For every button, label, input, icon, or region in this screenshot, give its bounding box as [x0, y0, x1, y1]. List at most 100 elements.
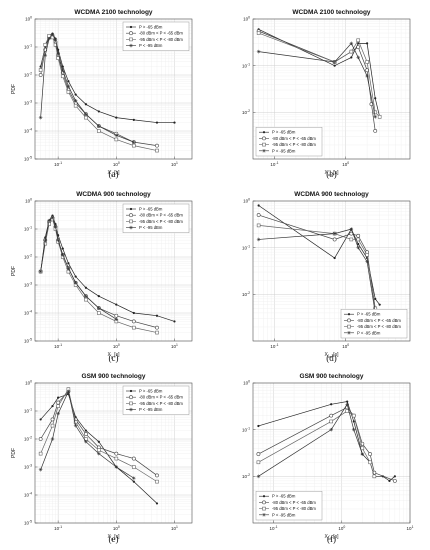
x-tick-label: 100	[113, 161, 120, 167]
data-point	[132, 465, 136, 469]
data-point	[356, 55, 361, 60]
data-point	[47, 218, 51, 223]
y-tick-label: 10-3	[24, 464, 32, 470]
x-tick-label: 101	[407, 525, 414, 531]
data-point	[262, 142, 266, 147]
chart-panel-d: 10-1 100 10-2 10-1 100 WCDMA 900 technology Xo…	[242, 191, 411, 363]
data-point	[329, 413, 334, 418]
y-tick-label: 10-2	[242, 109, 250, 115]
legend-entry-label: P < -95 dBm	[139, 225, 163, 230]
y-tick-label: 10-2	[24, 436, 32, 442]
data-point	[347, 324, 351, 329]
data-point	[43, 241, 48, 246]
y-tick-label: 10-2	[24, 254, 32, 260]
legend-entry-label: P < -95 dBm	[139, 407, 163, 412]
data-point	[356, 233, 361, 238]
data-point	[356, 245, 361, 250]
data-point	[38, 451, 43, 456]
x-tick-label: 101	[171, 525, 178, 531]
legend: P > -65 dBm-80 dBm < P < -65 dBm-95 dBm …	[255, 491, 323, 521]
y-axis-label: PDF	[11, 448, 17, 458]
x-axis-unit: [s]	[332, 170, 339, 176]
data-point	[373, 110, 378, 115]
x-tick-label: 10-1	[54, 343, 62, 349]
data-point	[329, 419, 334, 424]
x-tick-label: 101	[171, 343, 178, 349]
x-tick-exponent: 0	[347, 161, 349, 165]
x-tick-exponent: 0	[118, 161, 120, 165]
data-point	[84, 439, 88, 444]
y-tick-label: 100	[25, 198, 32, 204]
legend-entry-label: -80 dBm < P < -65 dBm	[272, 136, 316, 141]
y-tick-exponent: -5	[29, 338, 32, 342]
x-tick-exponent: 1	[176, 161, 178, 165]
data-point	[346, 400, 349, 403]
y-tick-label: 10-2	[242, 473, 250, 479]
data-point	[257, 424, 260, 428]
data-point	[84, 115, 88, 120]
y-tick-label: 10-1	[24, 44, 32, 50]
data-point	[155, 502, 159, 505]
y-tick-label: 10-3	[24, 282, 32, 288]
data-point	[350, 56, 353, 59]
y-tick-label: 10-5	[24, 156, 32, 162]
data-point	[114, 465, 119, 469]
x-axis-label: Xp [s]	[107, 534, 120, 541]
data-point	[155, 143, 159, 148]
data-point	[73, 280, 78, 285]
data-point	[262, 495, 266, 498]
data-point	[360, 452, 365, 456]
data-point	[38, 68, 43, 72]
x-tick-exponent: 1	[412, 525, 414, 529]
data-point	[256, 452, 261, 456]
data-point	[256, 237, 261, 242]
data-point	[129, 219, 133, 224]
data-point	[56, 404, 60, 408]
data-point	[114, 133, 119, 138]
data-point	[57, 396, 60, 399]
data-point	[60, 68, 65, 72]
series-line	[40, 216, 117, 320]
data-point	[256, 223, 261, 228]
y-tick-exponent: 0	[248, 16, 250, 20]
y-tick-exponent: -4	[29, 492, 32, 496]
data-point	[374, 297, 377, 300]
x-tick-exponent: 0	[118, 525, 120, 529]
data-point	[129, 389, 133, 393]
y-tick-exponent: 0	[248, 380, 250, 384]
y-tick-exponent: -1	[29, 408, 32, 412]
chart-title: WCDMA 2100 technology	[74, 9, 153, 16]
data-point	[114, 317, 119, 322]
data-point	[256, 213, 261, 217]
x-axis-unit: [s]	[332, 534, 339, 540]
data-point	[129, 225, 133, 230]
data-point	[38, 467, 43, 472]
data-point	[378, 303, 381, 306]
legend-entry-label: -80 dBm < P < -65 dBm	[139, 395, 183, 400]
data-point	[347, 318, 351, 323]
y-tick-exponent: 0	[30, 198, 32, 202]
x-tick-label: 10-1	[54, 161, 62, 167]
series-line	[40, 393, 158, 504]
data-point	[53, 38, 58, 42]
data-point	[129, 207, 133, 211]
data-point	[349, 227, 354, 231]
y-tick-label: 100	[243, 16, 250, 22]
data-point	[332, 237, 337, 242]
y-tick-label: 10-1	[242, 62, 250, 68]
y-tick-label: 10-1	[242, 244, 250, 250]
y-tick-exponent: -3	[29, 100, 32, 104]
y-tick-exponent: -1	[247, 244, 250, 248]
data-point	[74, 93, 77, 96]
x-axis-unit: [s]	[113, 170, 120, 176]
data-point	[132, 311, 135, 315]
data-point	[256, 460, 261, 465]
legend-entry-label: P < -95 dBm	[272, 148, 296, 153]
data-point	[256, 474, 261, 479]
chart-title: GSM 900 technology	[300, 373, 364, 380]
legend-entry-label: P > -65 dBm	[272, 130, 296, 135]
data-point	[132, 140, 136, 144]
data-point	[262, 149, 266, 153]
y-tick-exponent: -4	[29, 128, 32, 132]
data-point	[256, 31, 261, 35]
